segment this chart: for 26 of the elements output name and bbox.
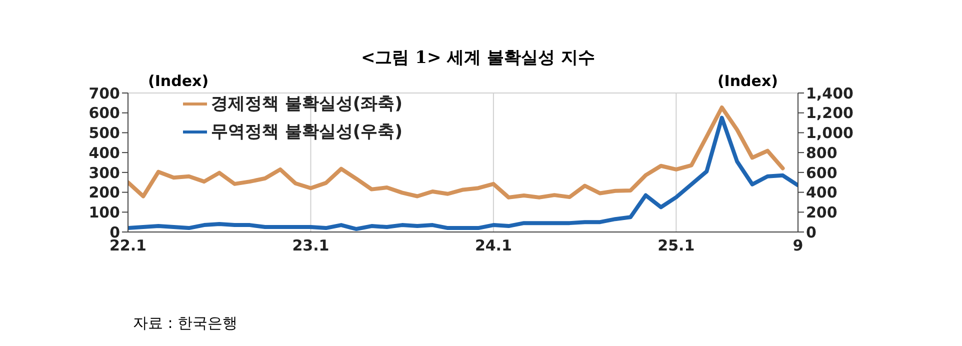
x-tick-label: 9 (792, 236, 804, 255)
y2-tick-label: 200 (806, 203, 838, 222)
y-tick-label: 600 (88, 104, 120, 122)
y2-tick-label: 0 (806, 223, 816, 242)
legend-label: 경제정책 불확실성(좌축) (211, 94, 402, 114)
x-tick-label: 24.1 (474, 236, 512, 255)
x-tick-label: 23.1 (292, 236, 330, 255)
y2-tick-label: 1,000 (806, 124, 854, 142)
x-tick-label: 22.1 (109, 236, 147, 255)
y-tick-label: 300 (88, 164, 120, 182)
y-tick-label: 400 (88, 144, 120, 162)
y2-tick-label: 1,200 (806, 104, 854, 122)
y2-tick-label: 400 (806, 184, 838, 202)
y2-tick-label: 800 (806, 144, 838, 162)
y2-axis-title: (Index) (717, 72, 778, 90)
chart-title: <그림 1> 세계 불확실성 지수 (360, 47, 596, 69)
y-tick-label: 700 (88, 84, 120, 102)
y-tick-label: 100 (88, 203, 120, 222)
text: 자료 : 한국은행 (133, 314, 238, 333)
legend-label: 무역정책 불확실성(우축) (211, 122, 402, 142)
y-tick-label: 500 (88, 124, 120, 142)
y2-tick-label: 1,400 (806, 84, 854, 102)
y-axis-title: (Index) (148, 72, 209, 90)
y-tick-label: 200 (88, 184, 120, 202)
y2-tick-label: 600 (806, 164, 838, 182)
x-tick-label: 25.1 (658, 236, 695, 255)
